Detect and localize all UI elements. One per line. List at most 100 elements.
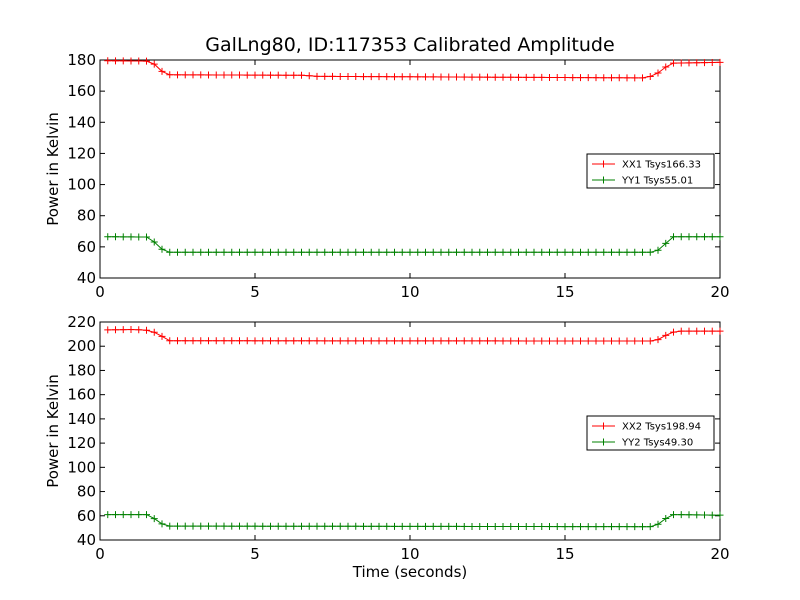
data-point — [453, 337, 460, 345]
data-point — [476, 337, 484, 345]
data-point — [414, 73, 422, 81]
data-point — [212, 522, 220, 530]
data-point — [166, 337, 174, 345]
data-point — [313, 72, 321, 80]
data-point — [166, 248, 174, 256]
data-point — [236, 71, 243, 79]
data-point — [212, 71, 220, 79]
data-point — [484, 248, 491, 256]
data-point — [189, 248, 197, 256]
x-tick-label: 15 — [555, 545, 574, 563]
data-point — [623, 523, 631, 531]
data-point — [104, 233, 112, 241]
data-point — [367, 73, 375, 81]
data-point — [584, 248, 592, 256]
data-point — [561, 523, 569, 531]
data-point — [546, 73, 553, 81]
data-point — [251, 522, 259, 530]
data-point — [398, 248, 406, 256]
series-yy — [104, 233, 724, 256]
data-point — [383, 522, 391, 530]
x-axis-label: Time (seconds) — [352, 563, 468, 581]
data-point — [143, 57, 150, 65]
data-point — [298, 248, 305, 256]
data-point — [584, 337, 592, 345]
data-point — [499, 337, 507, 345]
data-point — [189, 522, 197, 530]
x-tick-label: 0 — [95, 283, 105, 301]
data-point — [259, 337, 267, 345]
legend: XX1 Tsys166.33 YY1 Tsys55.01 — [586, 153, 715, 189]
data-point — [321, 337, 329, 345]
data-point — [662, 515, 670, 523]
data-point — [251, 337, 259, 345]
data-point — [515, 523, 522, 531]
data-point — [336, 337, 344, 345]
data-point — [654, 520, 662, 528]
data-point — [515, 248, 522, 256]
data-point — [546, 337, 553, 345]
data-point — [174, 71, 181, 79]
data-point — [150, 515, 158, 523]
data-point — [220, 71, 228, 79]
x-tick-label: 20 — [710, 545, 729, 563]
data-point — [305, 72, 313, 80]
data-point — [158, 332, 166, 340]
data-point — [600, 74, 608, 82]
data-point — [476, 73, 484, 81]
data-point — [267, 337, 274, 345]
data-point — [290, 337, 298, 345]
data-point — [267, 71, 274, 79]
data-point — [391, 337, 398, 345]
data-point — [561, 337, 569, 345]
x-tick-label: 15 — [555, 283, 574, 301]
data-point — [693, 327, 701, 335]
data-point — [251, 71, 259, 79]
legend-label: XX2 Tsys198.94 — [622, 422, 701, 433]
data-point — [460, 337, 468, 345]
x-tick-label: 0 — [95, 545, 105, 563]
data-point — [670, 59, 677, 67]
legend-marker — [600, 422, 607, 430]
y-tick-label: 60 — [77, 507, 96, 525]
data-point — [212, 337, 220, 345]
data-point — [329, 522, 336, 530]
data-point — [104, 511, 112, 519]
data-point — [453, 248, 460, 256]
data-point — [701, 233, 708, 241]
data-point — [406, 337, 414, 345]
legend-marker — [600, 176, 607, 184]
data-point — [646, 337, 654, 345]
data-point — [150, 238, 158, 246]
data-point — [367, 522, 375, 530]
data-point — [491, 337, 499, 345]
data-point — [375, 337, 383, 345]
data-point — [608, 248, 615, 256]
data-point — [422, 248, 429, 256]
data-point — [685, 233, 693, 241]
data-point — [143, 511, 150, 519]
data-point — [553, 523, 561, 531]
data-point — [429, 337, 437, 345]
data-point — [491, 522, 499, 530]
data-point — [414, 337, 422, 345]
data-point — [600, 337, 608, 345]
data-point — [677, 327, 685, 335]
data-point — [484, 337, 491, 345]
data-point — [546, 523, 553, 531]
data-point — [228, 337, 236, 345]
data-point — [119, 511, 127, 519]
y-tick-label: 180 — [67, 361, 96, 379]
data-point — [104, 326, 112, 334]
data-point — [499, 522, 507, 530]
data-point — [360, 248, 367, 256]
legend-label: YY2 Tsys49.30 — [621, 438, 693, 449]
x-tick-label: 10 — [400, 283, 419, 301]
data-point — [468, 73, 476, 81]
data-point — [243, 71, 251, 79]
data-point — [135, 326, 143, 334]
series-line — [107, 514, 721, 528]
series-line — [107, 236, 720, 253]
